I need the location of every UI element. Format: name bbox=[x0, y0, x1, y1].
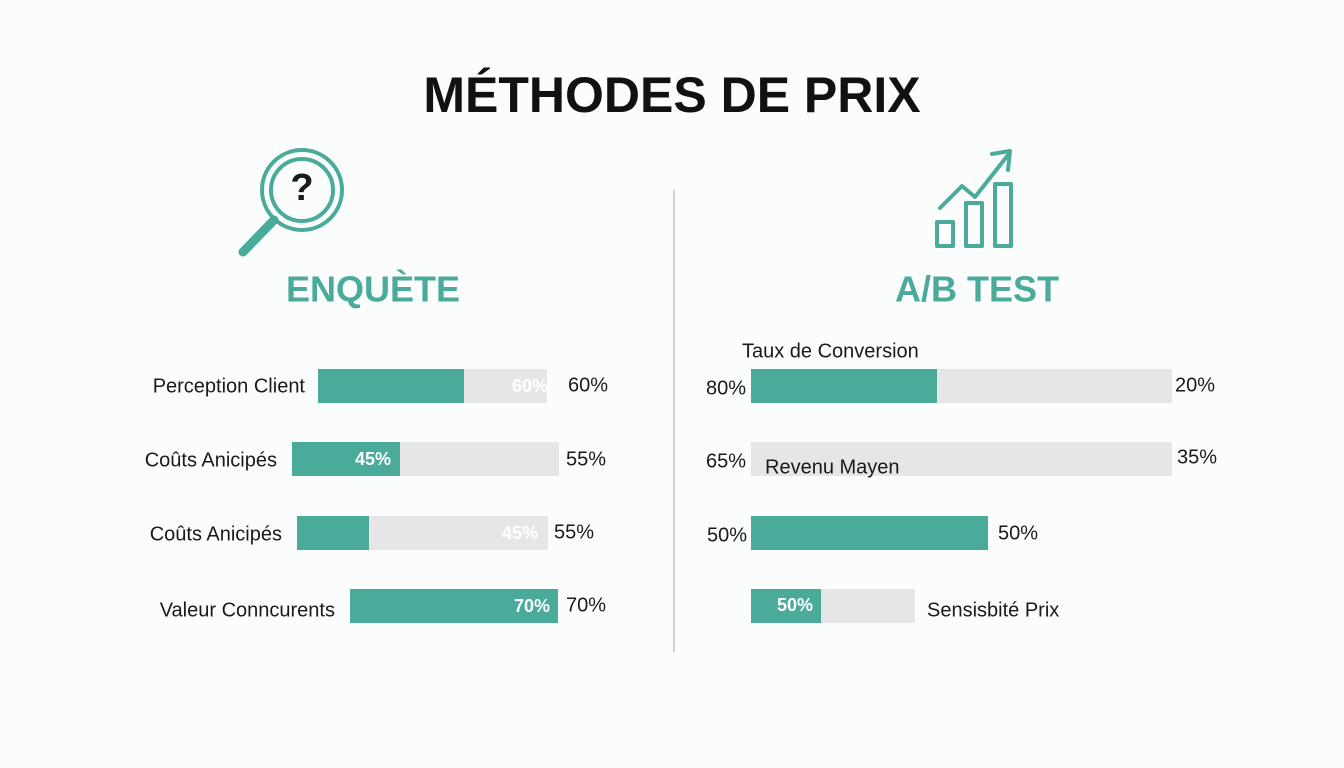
row-label: Perception Client bbox=[153, 375, 306, 397]
value-label: 80% bbox=[706, 377, 746, 399]
value-label: 65% bbox=[706, 450, 746, 472]
growth-icon bbox=[935, 149, 1013, 248]
bar bbox=[318, 369, 464, 403]
row-label: Coûts Anicipés bbox=[145, 449, 277, 471]
bar bbox=[751, 589, 821, 623]
bar-label: 60% bbox=[512, 376, 548, 396]
bar bbox=[350, 589, 558, 623]
right-rows: Taux de Conversion 80% 20% 65% Revenu Ma… bbox=[706, 340, 1217, 623]
row-label: Coûts Anicipés bbox=[150, 523, 282, 545]
magnifier-icon: ? bbox=[238, 148, 344, 257]
bar-label: 70% bbox=[514, 596, 550, 616]
row-label: Valeur Conncurents bbox=[160, 599, 335, 621]
value-label: 60% bbox=[568, 374, 608, 396]
value-label: 50% bbox=[998, 522, 1038, 544]
bar-track bbox=[751, 442, 1172, 476]
value-label: 55% bbox=[566, 448, 606, 470]
bar bbox=[292, 442, 400, 476]
heading: A/B TEST bbox=[895, 269, 1059, 310]
value-label: 35% bbox=[1177, 446, 1217, 468]
value-label: 20% bbox=[1175, 374, 1215, 396]
bar bbox=[297, 516, 369, 550]
left-rows: Perception Client 60% 60% Coûts Anicipés… bbox=[145, 369, 608, 623]
row-label: Sensisbité Prix bbox=[927, 599, 1059, 621]
bar bbox=[751, 369, 937, 403]
bar bbox=[751, 516, 988, 550]
value-label: 55% bbox=[554, 521, 594, 543]
bar-label: Revenu Mayen bbox=[765, 456, 900, 478]
bar-label: 45% bbox=[355, 449, 391, 469]
bar-label: 45% bbox=[502, 523, 538, 543]
heading: ENQUÈTE bbox=[286, 269, 460, 310]
value-label: 70% bbox=[566, 594, 606, 616]
value-label: 50% bbox=[707, 524, 747, 546]
svg-text:?: ? bbox=[290, 167, 313, 209]
bar-label: 50% bbox=[777, 595, 813, 615]
caption: Taux de Conversion bbox=[742, 340, 919, 362]
title: MÉTHODES DE PRIX bbox=[423, 67, 920, 123]
